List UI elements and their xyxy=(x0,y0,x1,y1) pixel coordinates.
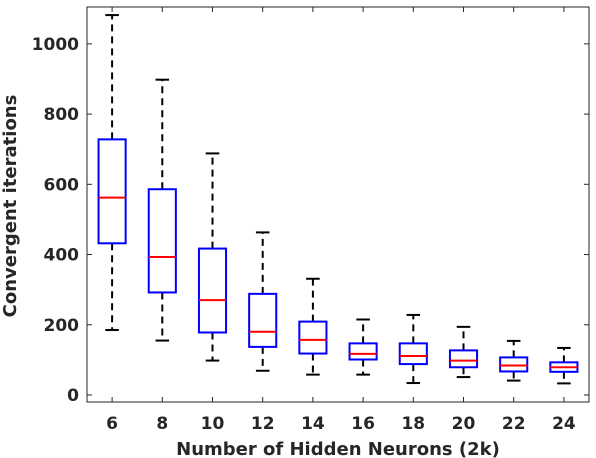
x-tick-label: 18 xyxy=(401,414,425,434)
x-tick-label: 10 xyxy=(201,414,225,434)
ticks-layer: 0 200 400 600 800 1000 6 8 10 12 14 16 18 20 22 24 xyxy=(32,7,589,434)
box-group-22 xyxy=(499,339,529,382)
y-tick-label: 600 xyxy=(44,175,80,195)
box-group-12 xyxy=(248,231,278,372)
y-tick-label: 800 xyxy=(44,105,80,125)
box-iqr xyxy=(448,349,479,369)
box-group-16 xyxy=(348,318,378,376)
box-group-10 xyxy=(197,152,228,362)
x-tick-label: 20 xyxy=(452,414,476,434)
y-axis-title: Convergent iterations xyxy=(0,95,21,318)
box-iqr xyxy=(147,188,177,294)
box-group-20 xyxy=(448,325,479,379)
box-iqr xyxy=(398,342,428,366)
box-iqr xyxy=(499,356,529,373)
box-iqr xyxy=(298,320,328,355)
x-tick-label: 12 xyxy=(251,414,275,434)
box-group-8 xyxy=(147,78,177,342)
box-iqr xyxy=(348,342,378,361)
y-tick-label: 400 xyxy=(44,246,80,266)
x-tick-label: 16 xyxy=(351,414,375,434)
y-tick-label: 0 xyxy=(67,386,79,406)
box-group-14 xyxy=(298,277,328,376)
box-iqr xyxy=(248,292,278,348)
box-group-6 xyxy=(97,14,127,332)
x-tick-label: 24 xyxy=(552,414,576,434)
y-tick-label: 200 xyxy=(44,316,80,336)
boxes-layer xyxy=(97,14,579,385)
box-group-24 xyxy=(549,346,579,385)
box-iqr xyxy=(197,247,228,334)
box-iqr xyxy=(97,138,127,245)
plot-area xyxy=(86,6,590,403)
x-tick-label: 6 xyxy=(106,414,118,434)
x-tick-label: 8 xyxy=(156,414,168,434)
box-group-18 xyxy=(398,313,428,385)
x-axis-title: Number of Hidden Neurons (2k) xyxy=(176,439,500,458)
y-tick-label: 1000 xyxy=(32,35,79,55)
x-tick-label: 14 xyxy=(301,414,325,434)
x-tick-label: 22 xyxy=(502,414,526,434)
